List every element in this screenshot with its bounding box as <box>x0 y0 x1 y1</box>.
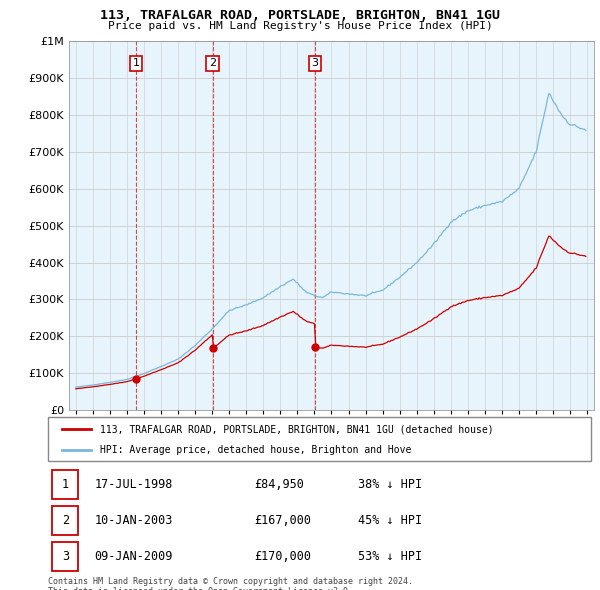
Text: £84,950: £84,950 <box>254 478 304 491</box>
Text: 10-JAN-2003: 10-JAN-2003 <box>94 514 173 527</box>
Text: Price paid vs. HM Land Registry's House Price Index (HPI): Price paid vs. HM Land Registry's House … <box>107 21 493 31</box>
Text: 2: 2 <box>62 514 69 527</box>
Text: 45% ↓ HPI: 45% ↓ HPI <box>358 514 422 527</box>
Text: 53% ↓ HPI: 53% ↓ HPI <box>358 550 422 563</box>
Text: 113, TRAFALGAR ROAD, PORTSLADE, BRIGHTON, BN41 1GU: 113, TRAFALGAR ROAD, PORTSLADE, BRIGHTON… <box>100 9 500 22</box>
Bar <box>52 506 79 535</box>
Text: 2: 2 <box>209 58 216 68</box>
Text: 3: 3 <box>311 58 319 68</box>
Text: 113, TRAFALGAR ROAD, PORTSLADE, BRIGHTON, BN41 1GU (detached house): 113, TRAFALGAR ROAD, PORTSLADE, BRIGHTON… <box>100 424 493 434</box>
Text: £167,000: £167,000 <box>254 514 311 527</box>
Text: 1: 1 <box>133 58 140 68</box>
Bar <box>52 470 79 499</box>
Text: HPI: Average price, detached house, Brighton and Hove: HPI: Average price, detached house, Brig… <box>100 445 411 455</box>
Bar <box>52 542 79 572</box>
Text: 38% ↓ HPI: 38% ↓ HPI <box>358 478 422 491</box>
Text: 3: 3 <box>62 550 69 563</box>
Text: 17-JUL-1998: 17-JUL-1998 <box>94 478 173 491</box>
Text: Contains HM Land Registry data © Crown copyright and database right 2024.
This d: Contains HM Land Registry data © Crown c… <box>48 577 413 590</box>
Text: 1: 1 <box>62 478 69 491</box>
Text: £170,000: £170,000 <box>254 550 311 563</box>
Text: 09-JAN-2009: 09-JAN-2009 <box>94 550 173 563</box>
